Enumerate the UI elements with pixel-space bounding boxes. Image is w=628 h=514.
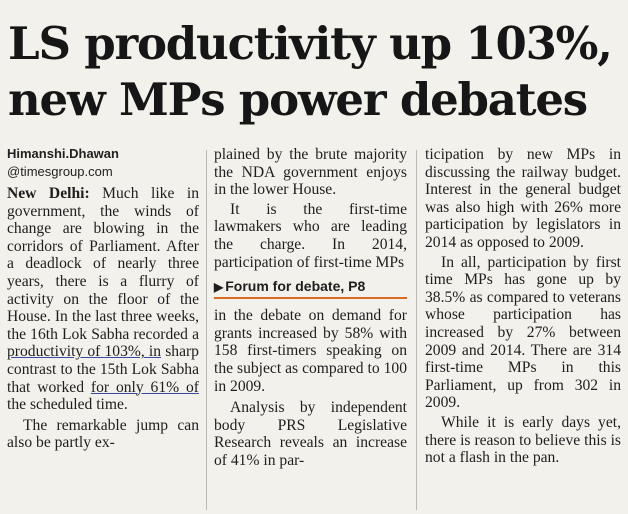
column3-paragraph-1: ticipation by new MPs in discussing the … (425, 146, 621, 251)
column2-paragraph-3: in the debate on demand for grants incre… (214, 307, 407, 395)
column1-underline-2: for only 61% of (90, 378, 199, 396)
headline-line-2: new MPs power debates (8, 73, 588, 126)
crossref-label: Forum for debate, P8 (225, 278, 366, 295)
article-column-1: Himanshi.Dhawan @timesgroup.com New Delh… (7, 145, 199, 452)
column1-p1-mid: sharp contrast to the 15th Lok Sabha tha… (7, 343, 199, 396)
headline: LS productivity up 103%, new MPs power d… (8, 16, 620, 128)
article-column-2: plained by the brute majority the NDA go… (214, 146, 407, 470)
column2-paragraph-2: It is the first-time lawmakers who are l… (214, 200, 407, 271)
column-divider-1 (206, 150, 207, 510)
headline-line-1: LS productivity up 103%, (8, 17, 613, 70)
column1-underline-1: productivity of 103%, in (7, 343, 162, 361)
column2-paragraph-1: plained by the brute majority the NDA go… (214, 146, 407, 199)
column1-paragraph-2: The remarkable jump can also be partly e… (7, 416, 199, 452)
column1-p1-text: Much like in government, the winds of ch… (7, 185, 200, 343)
column1-p1-end: the scheduled time. (7, 396, 128, 414)
byline-handle: @timesgroup.com (7, 164, 113, 179)
triangle-right-icon: ▶ (214, 280, 224, 295)
column3-paragraph-3: While it is early days yet, there is rea… (425, 413, 621, 467)
column-divider-2 (416, 150, 417, 510)
byline-author: Himanshi.Dhawan (7, 146, 119, 161)
column3-paragraph-2: In all, participation by first time MPs … (425, 253, 621, 412)
column1-paragraph-1: New Delhi: Much like in government, the … (7, 185, 199, 414)
column2-paragraph-4: Analysis by independent body PRS Legisla… (214, 399, 407, 469)
crossref-link[interactable]: ▶ Forum for debate, P8 (214, 277, 407, 300)
dateline: New Delhi: (7, 185, 90, 202)
article-column-3: ticipation by new MPs in discussing the … (425, 146, 621, 467)
byline: Himanshi.Dhawan @timesgroup.com (7, 145, 199, 181)
